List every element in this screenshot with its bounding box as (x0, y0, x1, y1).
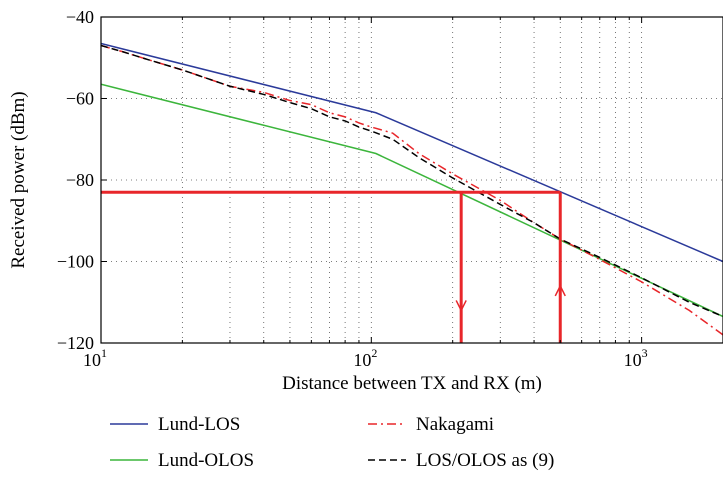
legend-label-2: Lund-OLOS (158, 450, 254, 471)
x-tick-label: 102 (353, 346, 377, 370)
series-layer (101, 42, 723, 336)
y-tick-label: −80 (66, 170, 94, 190)
legend-label-3: Nakagami (416, 414, 494, 435)
y-tick-label: −60 (66, 89, 94, 109)
y-tick-label: −100 (57, 252, 94, 272)
drop-right-arrowhead (554, 284, 566, 297)
x-tick-label: 101 (83, 346, 107, 370)
drop-left-arrowhead (455, 300, 467, 313)
y-axis-label: Received power (dBm) (8, 91, 29, 268)
legend: Lund-LOS Lund-OLOS Nakagami LOS/OLOS as (9) (110, 414, 554, 471)
series-line-2 (101, 83, 723, 318)
annotation-layer (101, 190, 566, 343)
legend-label-4: LOS/OLOS as (9) (416, 450, 554, 471)
grid (101, 17, 723, 343)
y-tick-labels: −40 −60 −80 −100 −120 (57, 7, 94, 353)
y-tick-label: −40 (66, 7, 94, 27)
x-tick-labels: 101 102 103 (83, 346, 648, 370)
series-line-4 (101, 44, 723, 318)
legend-label-1: Lund-LOS (158, 414, 240, 435)
y-tick-label: −120 (57, 333, 94, 353)
x-axis-label: Distance between TX and RX (m) (282, 373, 542, 394)
tick-layer (101, 16, 643, 344)
x-tick-label: 103 (624, 346, 648, 370)
series-line-1 (101, 42, 723, 263)
